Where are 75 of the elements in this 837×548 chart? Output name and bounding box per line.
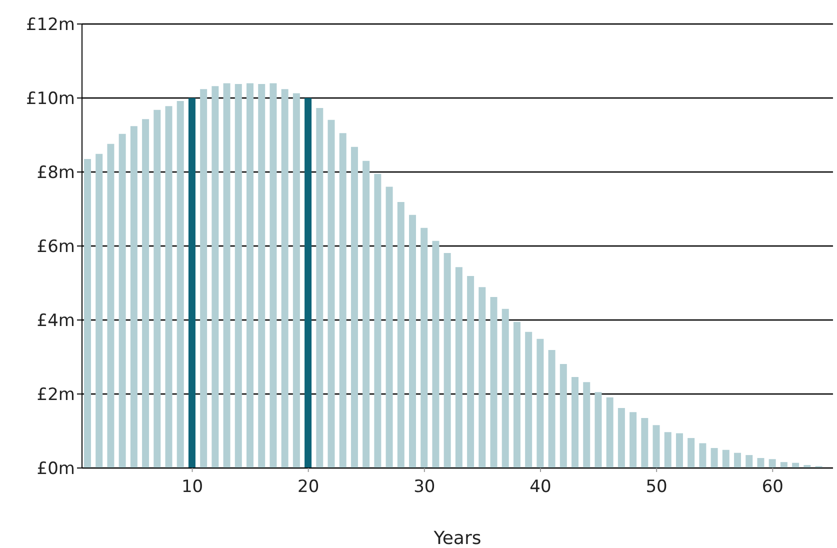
bar xyxy=(328,120,335,468)
x-tick-label: 20 xyxy=(298,477,320,498)
bar xyxy=(606,397,614,468)
x-tick-label: 40 xyxy=(530,477,552,498)
bar xyxy=(432,240,440,468)
bar xyxy=(757,458,764,468)
bar xyxy=(688,438,695,468)
bar xyxy=(316,108,324,468)
bar xyxy=(676,433,683,468)
y-tick-label: £0m xyxy=(36,459,75,480)
bar xyxy=(188,98,196,468)
bar xyxy=(513,322,520,468)
x-tick-label: 10 xyxy=(181,477,204,498)
bar xyxy=(234,84,242,468)
bar xyxy=(583,382,590,468)
bar xyxy=(96,154,103,468)
bar xyxy=(478,287,486,468)
bar xyxy=(176,100,184,468)
x-tick-label: 50 xyxy=(646,477,668,498)
bar xyxy=(281,89,288,468)
y-tick-label: £2m xyxy=(36,385,75,406)
bar xyxy=(641,418,648,468)
y-tick-label: £6m xyxy=(36,237,75,258)
bar xyxy=(200,89,208,468)
bar xyxy=(746,455,753,468)
bar xyxy=(292,93,300,468)
bar xyxy=(548,350,556,468)
y-tick-label: £10m xyxy=(26,89,75,110)
bar xyxy=(525,332,532,468)
y-tick-label: £4m xyxy=(36,311,75,332)
bar xyxy=(304,98,312,468)
bar xyxy=(630,412,637,468)
bar xyxy=(362,160,370,468)
bar xyxy=(212,86,219,468)
bar xyxy=(664,432,672,468)
bar xyxy=(444,253,451,468)
bar xyxy=(130,126,138,468)
bar xyxy=(594,392,602,468)
bar xyxy=(490,297,498,468)
x-axis-title: Years xyxy=(432,528,482,548)
bar xyxy=(397,202,404,468)
bar xyxy=(722,450,730,468)
bar xyxy=(223,83,230,468)
bar xyxy=(780,462,788,468)
bar xyxy=(734,452,742,468)
bar xyxy=(154,110,161,468)
x-tick-label: 60 xyxy=(762,477,784,498)
bar xyxy=(455,267,462,468)
bar xyxy=(699,443,706,468)
x-tick-label: 30 xyxy=(414,477,436,498)
bar xyxy=(270,83,277,468)
bar xyxy=(84,159,91,468)
bar xyxy=(246,83,254,468)
bar xyxy=(420,228,428,468)
bar xyxy=(560,364,567,468)
bar xyxy=(536,338,544,468)
y-tick-label: £12m xyxy=(26,15,75,36)
bar xyxy=(118,134,126,468)
bar xyxy=(142,119,150,468)
bar xyxy=(652,425,660,468)
bar xyxy=(339,133,346,468)
bar xyxy=(710,448,718,468)
y-tick-label: £8m xyxy=(36,163,75,184)
bar xyxy=(572,376,579,468)
bar xyxy=(107,144,114,468)
bar xyxy=(618,408,625,468)
bar xyxy=(165,106,172,468)
bar xyxy=(350,146,358,468)
bar xyxy=(502,308,509,468)
bar xyxy=(258,84,266,468)
bar xyxy=(386,186,393,468)
bar xyxy=(409,214,416,468)
bar xyxy=(467,276,474,468)
bar xyxy=(374,174,382,468)
bar xyxy=(768,459,776,468)
